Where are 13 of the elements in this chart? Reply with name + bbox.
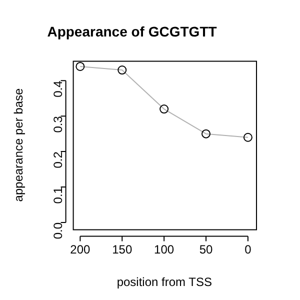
x-tick-label: 0 [244, 242, 252, 257]
chart-title: Appearance of GCGTGTT [47, 23, 218, 40]
y-tick-label: 0.1 [51, 186, 66, 204]
x-axis-title: position from TSS [116, 275, 212, 290]
y-tick-label: 0.3 [51, 116, 66, 133]
x-tick-label: 200 [70, 242, 91, 257]
y-tick-label: 0.4 [51, 80, 66, 98]
y-tick-label: 0.2 [51, 151, 66, 168]
x-tick-label: 100 [154, 242, 174, 257]
y-tick-label: 0.0 [51, 222, 66, 240]
y-axis-title: appearance per base [12, 88, 26, 202]
x-tick-label: 150 [112, 242, 132, 257]
x-tick-label: 50 [199, 242, 213, 257]
